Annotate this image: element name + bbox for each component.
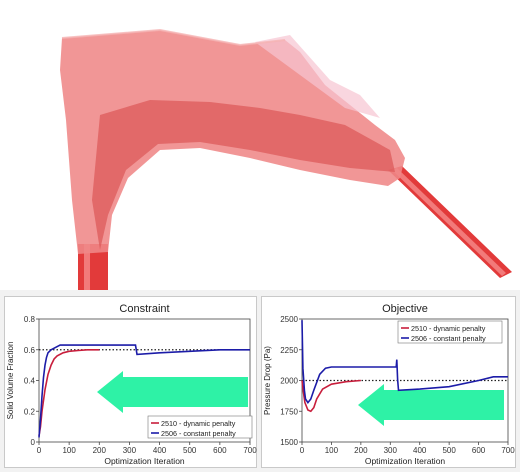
y-tick-label: 0 (31, 438, 36, 447)
x-tick-label: 300 (123, 446, 137, 455)
inlet-pipe-highlight (84, 244, 90, 290)
y-axis-label: Solid Volume Fraction (6, 342, 15, 420)
series-line-dynamic (301, 379, 361, 413)
y-axis-label: Pressure Drop (Pa) (263, 346, 272, 415)
y-tick-label: 2000 (280, 377, 298, 386)
legend-entry: 2510 - dynamic penalty (411, 324, 486, 333)
x-tick-label: 0 (300, 446, 305, 455)
chart-title: Objective (382, 303, 428, 315)
x-tick-label: 600 (213, 446, 227, 455)
arrow-annotation (358, 384, 504, 426)
x-tick-label: 100 (325, 446, 339, 455)
legend-box (147, 415, 253, 439)
legend-entry: 2506 - constant penalty (411, 334, 486, 343)
x-tick-label: 500 (442, 446, 456, 455)
legend-box (397, 320, 503, 344)
x-axis-label: Optimization Iteration (365, 456, 446, 466)
legend-entry: 2510 - dynamic penalty (161, 419, 236, 428)
constraint-chart-panel: Constraint 0 100 200 300 400 500 600 700 0 0.2 0.4 0… (4, 296, 257, 468)
y-tick-label: 1500 (280, 438, 298, 447)
series-line-constant (301, 320, 508, 404)
arrow-annotation (97, 371, 248, 413)
x-tick-label: 200 (93, 446, 107, 455)
x-tick-label: 700 (501, 446, 515, 455)
optimized-duct-translucent-edge (255, 35, 380, 118)
y-tick-label: 0.2 (24, 407, 36, 416)
optimized-duct-rim (61, 28, 286, 47)
objective-chart: Objective 0 100 200 300 400 500 600 700 1500 1750 2… (263, 303, 515, 466)
y-tick-label: 0.4 (24, 377, 36, 386)
x-tick-label: 300 (384, 446, 398, 455)
y-tick-label: 2250 (280, 346, 298, 355)
x-tick-label: 600 (472, 446, 486, 455)
x-tick-label: 700 (243, 446, 257, 455)
x-tick-label: 200 (354, 446, 368, 455)
x-tick-label: 100 (62, 446, 76, 455)
outlet-pipe-highlight (392, 168, 506, 276)
constraint-chart: Constraint 0 100 200 300 400 500 600 700 0 0.2 0.4 0… (6, 303, 257, 466)
render-view (0, 0, 520, 290)
series-line-dynamic (38, 349, 100, 436)
objective-chart-panel: Objective 0 100 200 300 400 500 600 700 1500 1750 2… (261, 296, 516, 468)
y-tick-label: 0.8 (24, 315, 36, 324)
x-tick-label: 400 (153, 446, 167, 455)
x-tick-label: 0 (37, 446, 42, 455)
x-tick-label: 400 (413, 446, 427, 455)
chart-title: Constraint (119, 303, 169, 315)
x-tick-label: 500 (183, 446, 197, 455)
legend-entry: 2506 - constant penalty (161, 429, 236, 438)
series-line-constant (38, 344, 250, 438)
y-tick-label: 2500 (280, 315, 298, 324)
topology-optimized-duct-render (60, 28, 512, 290)
y-tick-label: 0.6 (24, 346, 36, 355)
optimized-duct-shade (92, 100, 395, 250)
x-axis-label: Optimization Iteration (104, 456, 185, 466)
y-tick-label: 1750 (280, 407, 298, 416)
